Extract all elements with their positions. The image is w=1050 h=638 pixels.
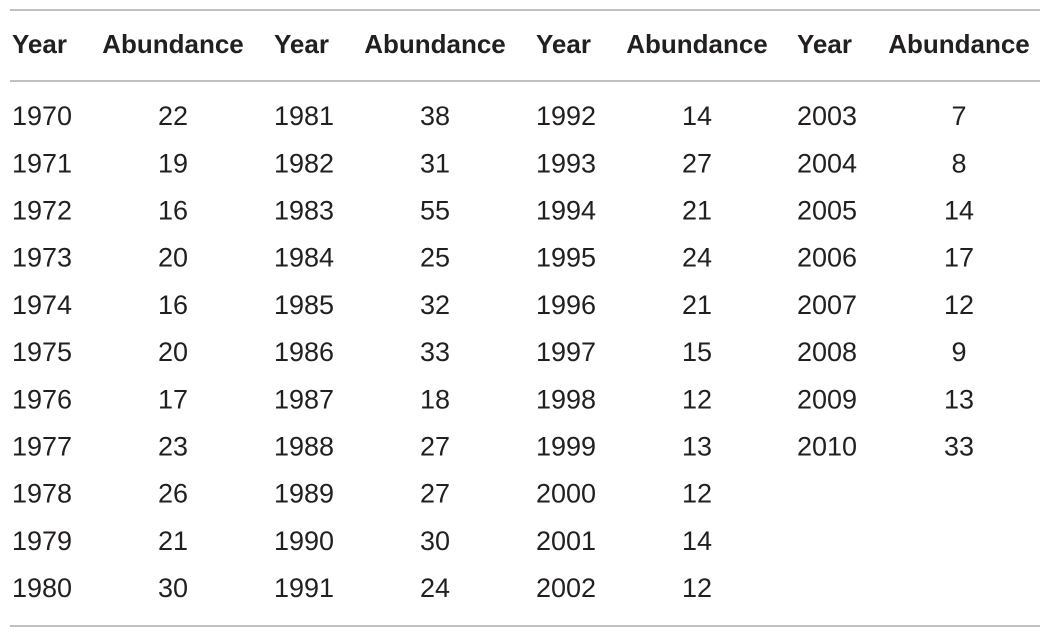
year-cell: 1976 xyxy=(12,384,72,414)
year-cell: 1972 xyxy=(12,196,72,226)
abundance-cell: 16 xyxy=(158,196,188,226)
year-cell: 1987 xyxy=(274,384,334,414)
abundance-cell: 17 xyxy=(944,243,974,273)
year-cell: 2001 xyxy=(536,526,596,556)
abundance-cell: 27 xyxy=(420,432,450,462)
year-cell: 1995 xyxy=(536,243,596,273)
header-cell: Abundance xyxy=(102,29,244,59)
abundance-cell: 27 xyxy=(420,479,450,509)
year-cell: 1986 xyxy=(274,337,334,367)
year-cell: 1991 xyxy=(274,573,334,603)
year-cell: 1982 xyxy=(274,148,334,178)
year-cell: 2004 xyxy=(797,148,857,178)
header-cell: Abundance xyxy=(626,29,768,59)
abundance-cell: 8 xyxy=(951,148,966,178)
year-cell: 1978 xyxy=(12,479,72,509)
abundance-cell: 33 xyxy=(944,432,974,462)
abundance-cell: 9 xyxy=(951,337,966,367)
year-cell: 1989 xyxy=(274,479,334,509)
year-cell: 2005 xyxy=(797,196,857,226)
abundance-cell: 38 xyxy=(420,101,450,131)
abundance-cell: 15 xyxy=(682,337,712,367)
abundance-cell: 27 xyxy=(682,148,712,178)
year-cell: 1977 xyxy=(12,432,72,462)
year-cell: 1999 xyxy=(536,432,596,462)
abundance-cell: 30 xyxy=(158,573,188,603)
abundance-cell: 32 xyxy=(420,290,450,320)
header-cell: Year xyxy=(12,29,67,59)
year-cell: 1979 xyxy=(12,526,72,556)
abundance-cell: 12 xyxy=(682,384,712,414)
year-cell: 2008 xyxy=(797,337,857,367)
year-cell: 1992 xyxy=(536,101,596,131)
abundance-cell: 33 xyxy=(420,337,450,367)
year-cell: 1997 xyxy=(536,337,596,367)
year-cell: 1974 xyxy=(12,290,72,320)
abundance-cell: 24 xyxy=(420,573,450,603)
abundance-cell: 25 xyxy=(420,243,450,273)
abundance-cell: 21 xyxy=(682,196,712,226)
abundance-cell: 14 xyxy=(944,196,974,226)
abundance-cell: 7 xyxy=(951,101,966,131)
abundance-cell: 31 xyxy=(420,148,450,178)
abundance-cell: 14 xyxy=(682,526,712,556)
year-cell: 2010 xyxy=(797,432,857,462)
year-cell: 1998 xyxy=(536,384,596,414)
header-cell: Year xyxy=(536,29,591,59)
year-cell: 1975 xyxy=(12,337,72,367)
year-cell: 1981 xyxy=(274,101,334,131)
abundance-cell: 20 xyxy=(158,337,188,367)
abundance-cell: 21 xyxy=(158,526,188,556)
header-cell: Abundance xyxy=(364,29,506,59)
abundance-cell: 17 xyxy=(158,384,188,414)
abundance-cell: 14 xyxy=(682,101,712,131)
year-cell: 1970 xyxy=(12,101,72,131)
abundance-cell: 12 xyxy=(682,573,712,603)
abundance-cell: 22 xyxy=(158,101,188,131)
abundance-cell: 26 xyxy=(158,479,188,509)
year-cell: 1996 xyxy=(536,290,596,320)
abundance-cell: 13 xyxy=(944,384,974,414)
header-cell: Year xyxy=(797,29,852,59)
header-cell: Year xyxy=(274,29,329,59)
year-cell: 1980 xyxy=(12,573,72,603)
year-cell: 2000 xyxy=(536,479,596,509)
year-cell: 2002 xyxy=(536,573,596,603)
abundance-cell: 55 xyxy=(420,196,450,226)
abundance-cell: 21 xyxy=(682,290,712,320)
year-cell: 1985 xyxy=(274,290,334,320)
abundance-cell: 24 xyxy=(682,243,712,273)
abundance-cell: 12 xyxy=(682,479,712,509)
year-cell: 1971 xyxy=(12,148,72,178)
abundance-cell: 13 xyxy=(682,432,712,462)
year-cell: 2007 xyxy=(797,290,857,320)
year-cell: 1973 xyxy=(12,243,72,273)
abundance-cell: 30 xyxy=(420,526,450,556)
year-cell: 1993 xyxy=(536,148,596,178)
year-cell: 1994 xyxy=(536,196,596,226)
year-cell: 1984 xyxy=(274,243,334,273)
year-cell: 2003 xyxy=(797,101,857,131)
year-cell: 1990 xyxy=(274,526,334,556)
year-cell: 1983 xyxy=(274,196,334,226)
abundance-cell: 18 xyxy=(420,384,450,414)
year-cell: 2009 xyxy=(797,384,857,414)
year-cell: 1988 xyxy=(274,432,334,462)
header-cell: Abundance xyxy=(888,29,1030,59)
abundance-cell: 20 xyxy=(158,243,188,273)
abundance-cell: 12 xyxy=(944,290,974,320)
abundance-cell: 16 xyxy=(158,290,188,320)
abundance-cell: 23 xyxy=(158,432,188,462)
year-cell: 2006 xyxy=(797,243,857,273)
abundance-cell: 19 xyxy=(158,148,188,178)
